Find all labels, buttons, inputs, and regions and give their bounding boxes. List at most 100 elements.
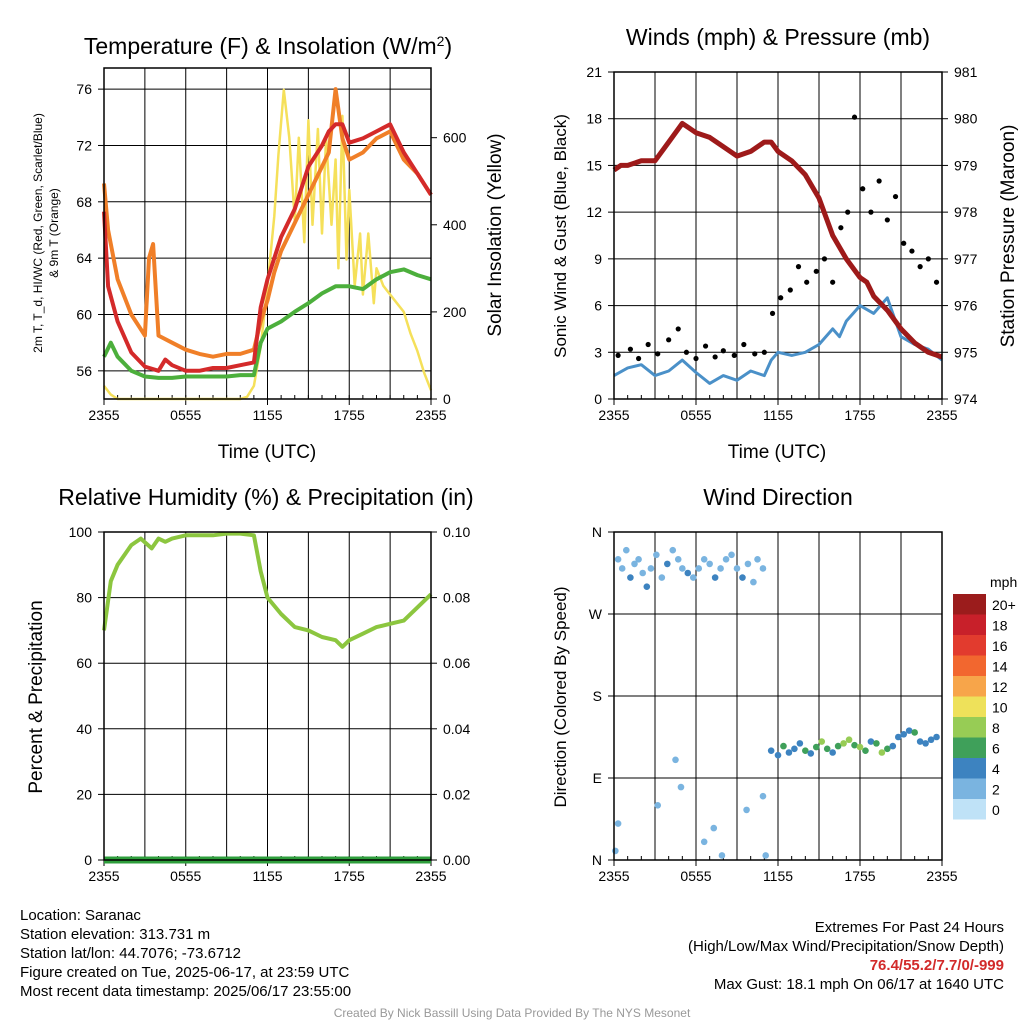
direction-point bbox=[867, 738, 875, 745]
y-tick-label: 0 bbox=[594, 391, 602, 407]
y-tick-label: S bbox=[593, 688, 602, 704]
series-line-rh bbox=[102, 531, 433, 649]
gust-point bbox=[731, 352, 737, 358]
gust-point bbox=[761, 349, 767, 355]
chart-title: Temperature (F) & Insolation (W/m2) bbox=[84, 33, 452, 59]
gust-point bbox=[741, 341, 747, 348]
direction-point bbox=[807, 750, 815, 757]
direction-point bbox=[911, 729, 918, 736]
y-tick-label: 68 bbox=[76, 194, 92, 210]
direction-point bbox=[780, 742, 787, 750]
direction-point bbox=[829, 749, 836, 756]
direction-point bbox=[677, 783, 685, 791]
x-tick-label: 2355 bbox=[598, 407, 629, 423]
legend-swatch bbox=[953, 655, 986, 676]
gust-point bbox=[804, 279, 810, 285]
y-tick-label: 15 bbox=[586, 157, 602, 173]
gust-point bbox=[645, 341, 651, 348]
y-axis-label-right: Station Pressure (Maroon) bbox=[998, 125, 1019, 348]
direction-point bbox=[796, 740, 804, 747]
gust-point bbox=[712, 354, 718, 360]
station-info: Location: Saranac Station elevation: 313… bbox=[20, 906, 351, 1001]
direction-point bbox=[767, 747, 775, 754]
gust-point bbox=[868, 209, 874, 215]
legend-swatch bbox=[953, 737, 986, 758]
y-tick-label: 100 bbox=[69, 524, 93, 540]
y-right-tick-label: 978 bbox=[954, 204, 978, 220]
title-superscript: 2 bbox=[437, 33, 445, 49]
direction-point bbox=[614, 820, 622, 827]
direction-point bbox=[762, 852, 769, 859]
direction-point bbox=[722, 556, 730, 563]
direction-point bbox=[933, 733, 940, 741]
series-line-pressure bbox=[612, 120, 943, 360]
direction-point bbox=[754, 556, 761, 563]
legend-label: 14 bbox=[992, 659, 1008, 675]
direction-point bbox=[700, 838, 708, 846]
direction-point bbox=[631, 560, 638, 568]
y-tick-label: 18 bbox=[586, 111, 602, 127]
gust-point bbox=[821, 256, 828, 262]
y-right-tick-label: 974 bbox=[954, 391, 978, 407]
y-right-tick-label: 0.06 bbox=[443, 655, 470, 671]
legend-label: 10 bbox=[992, 700, 1008, 716]
legend-label: 0 bbox=[992, 802, 1000, 818]
direction-point bbox=[840, 740, 847, 747]
y-right-tick-label: 400 bbox=[443, 217, 467, 233]
gust-point bbox=[884, 217, 890, 223]
x-tick-label: 1755 bbox=[334, 407, 365, 423]
x-tick-label: 1155 bbox=[763, 868, 793, 884]
y-tick-label: 40 bbox=[76, 721, 92, 737]
direction-point bbox=[884, 745, 891, 753]
y-tick-label: 76 bbox=[76, 81, 92, 97]
y-axis-label-left: Sonic Wind & Gust (Blue, Black) bbox=[551, 114, 570, 358]
y-tick-label: 56 bbox=[76, 363, 92, 379]
direction-point bbox=[823, 745, 831, 753]
direction-point bbox=[643, 583, 651, 590]
x-tick-label: 2355 bbox=[88, 868, 119, 884]
legend-swatch bbox=[953, 696, 986, 717]
direction-point bbox=[689, 574, 697, 581]
recent-text: Most recent data timestamp: 2025/06/17 2… bbox=[20, 983, 352, 1000]
plot-frame bbox=[613, 531, 943, 861]
direction-point bbox=[744, 560, 752, 568]
direction-point bbox=[700, 556, 708, 563]
y-right-tick-label: 0.10 bbox=[443, 524, 470, 540]
gust-point bbox=[813, 268, 819, 274]
y-tick-label: 12 bbox=[586, 204, 602, 220]
direction-point bbox=[733, 565, 741, 572]
x-tick-label: 0555 bbox=[170, 868, 201, 884]
y-tick-label: W bbox=[589, 606, 603, 622]
gust-point bbox=[860, 186, 866, 192]
direction-point bbox=[889, 742, 897, 750]
direction-point bbox=[834, 742, 842, 750]
gust-point bbox=[851, 114, 858, 120]
legend-label: 4 bbox=[992, 761, 1000, 777]
gust-point bbox=[778, 295, 784, 301]
x-tick-label: 2355 bbox=[415, 407, 446, 423]
x-axis-label: Time (UTC) bbox=[728, 442, 827, 463]
y-axis-label-left-2: & 9m T (Orange) bbox=[47, 188, 61, 278]
winds-pressure-panel: 2355 0555 1155 1755 235503691215182197497597… bbox=[551, 24, 1019, 463]
direction-point bbox=[664, 560, 671, 568]
direction-point bbox=[759, 565, 767, 572]
legend-label: 16 bbox=[992, 638, 1008, 654]
y-axis-label-left: Direction (Colored By Speed) bbox=[551, 586, 570, 807]
x-tick-label: 1755 bbox=[334, 868, 365, 884]
extremes-info: Extremes For Past 24 Hours (High/Low/Max… bbox=[688, 918, 1004, 994]
x-tick-label: 2355 bbox=[926, 407, 957, 423]
x-tick-label: 1755 bbox=[844, 868, 875, 884]
direction-point bbox=[927, 736, 935, 744]
series-line-td bbox=[102, 267, 432, 380]
y-tick-label: 0 bbox=[84, 852, 92, 868]
direction-point bbox=[785, 749, 793, 756]
direction-point bbox=[717, 565, 724, 572]
legend-label: 2 bbox=[992, 782, 1000, 798]
gust-point bbox=[769, 310, 776, 316]
x-tick-label: 1155 bbox=[763, 407, 793, 423]
y-tick-label: 60 bbox=[76, 655, 92, 671]
y-tick-label: 80 bbox=[76, 590, 92, 606]
latlon-text: Station lat/lon: 44.7076; -73.6712 bbox=[20, 945, 242, 962]
direction-point bbox=[812, 743, 820, 751]
